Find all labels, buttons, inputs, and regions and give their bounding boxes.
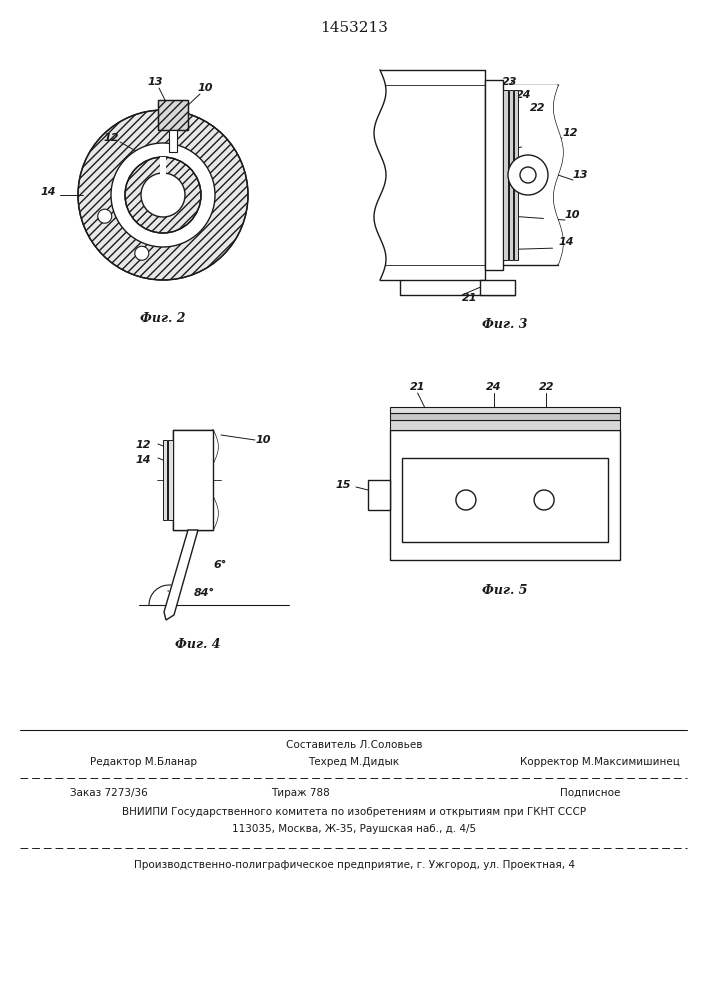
Circle shape (111, 143, 215, 247)
Text: 13: 13 (572, 170, 588, 180)
Circle shape (141, 173, 185, 217)
Text: 14: 14 (135, 455, 151, 465)
Text: 10: 10 (255, 435, 271, 445)
Text: 12: 12 (103, 133, 119, 143)
Polygon shape (208, 430, 218, 530)
Bar (480, 280, 515, 295)
Bar (485, 80, 503, 270)
Text: 24: 24 (516, 90, 532, 100)
Text: 14: 14 (559, 237, 574, 247)
Text: 21: 21 (410, 382, 426, 392)
Circle shape (125, 157, 201, 233)
Text: 10: 10 (564, 210, 580, 220)
Text: 12: 12 (562, 128, 578, 138)
Circle shape (508, 155, 548, 195)
Text: Составитель Л.Соловьев: Составитель Л.Соловьев (286, 740, 422, 750)
Text: Заказ 7273/36: Заказ 7273/36 (70, 788, 148, 798)
Circle shape (520, 167, 536, 183)
Bar (390, 413, 620, 420)
Bar (390, 420, 620, 430)
Text: Техред М.Дидык: Техред М.Дидык (308, 757, 399, 767)
Polygon shape (164, 530, 198, 620)
Bar (390, 430, 620, 560)
Text: Производственно-полиграфическое предприятие, г. Ужгород, ул. Проектная, 4: Производственно-полиграфическое предприя… (134, 860, 575, 870)
Text: Фиг. 5: Фиг. 5 (482, 584, 527, 596)
Bar (390, 407, 620, 413)
Text: 13: 13 (147, 77, 163, 87)
Bar (163, 440, 167, 520)
Text: Корректор М.Максимишинец: Корректор М.Максимишинец (520, 757, 680, 767)
Text: 6°: 6° (214, 560, 227, 570)
Text: 22: 22 (530, 103, 546, 113)
Text: 24: 24 (486, 382, 501, 392)
Bar (173, 430, 213, 530)
Circle shape (135, 246, 148, 260)
Text: Тираж 788: Тираж 788 (271, 788, 329, 798)
Bar (169, 130, 177, 152)
Text: 22: 22 (539, 382, 554, 392)
Bar (168, 440, 173, 520)
Text: 12: 12 (135, 440, 151, 450)
Bar (158, 100, 188, 130)
Text: Фиг. 3: Фиг. 3 (482, 318, 527, 332)
Text: 21: 21 (462, 293, 478, 303)
Text: Фиг. 2: Фиг. 2 (140, 312, 186, 324)
Text: 1453213: 1453213 (320, 21, 388, 35)
Circle shape (98, 209, 112, 223)
Bar (368, 480, 390, 510)
Bar (514, 90, 518, 260)
Bar (160, 157, 166, 177)
Circle shape (456, 490, 476, 510)
Polygon shape (374, 70, 485, 280)
Bar (402, 458, 608, 542)
Circle shape (534, 490, 554, 510)
Text: 15: 15 (335, 480, 351, 490)
Bar (503, 90, 508, 260)
Text: Редактор М.Бланар: Редактор М.Бланар (90, 757, 197, 767)
Bar (509, 90, 513, 260)
Text: Фиг. 4: Фиг. 4 (175, 639, 221, 652)
Text: 84°: 84° (194, 588, 214, 598)
Bar (158, 100, 188, 130)
Text: 113035, Москва, Ж-35, Раушская наб., д. 4/5: 113035, Москва, Ж-35, Раушская наб., д. … (232, 824, 476, 834)
Text: 14: 14 (40, 187, 56, 197)
Text: 23: 23 (502, 77, 518, 87)
Text: 10: 10 (197, 83, 213, 93)
Circle shape (78, 110, 248, 280)
Text: Подписное: Подписное (560, 788, 620, 798)
Polygon shape (503, 85, 563, 265)
Text: ВНИИПИ Государственного комитета по изобретениям и открытиям при ГКНТ СССР: ВНИИПИ Государственного комитета по изоб… (122, 807, 586, 817)
